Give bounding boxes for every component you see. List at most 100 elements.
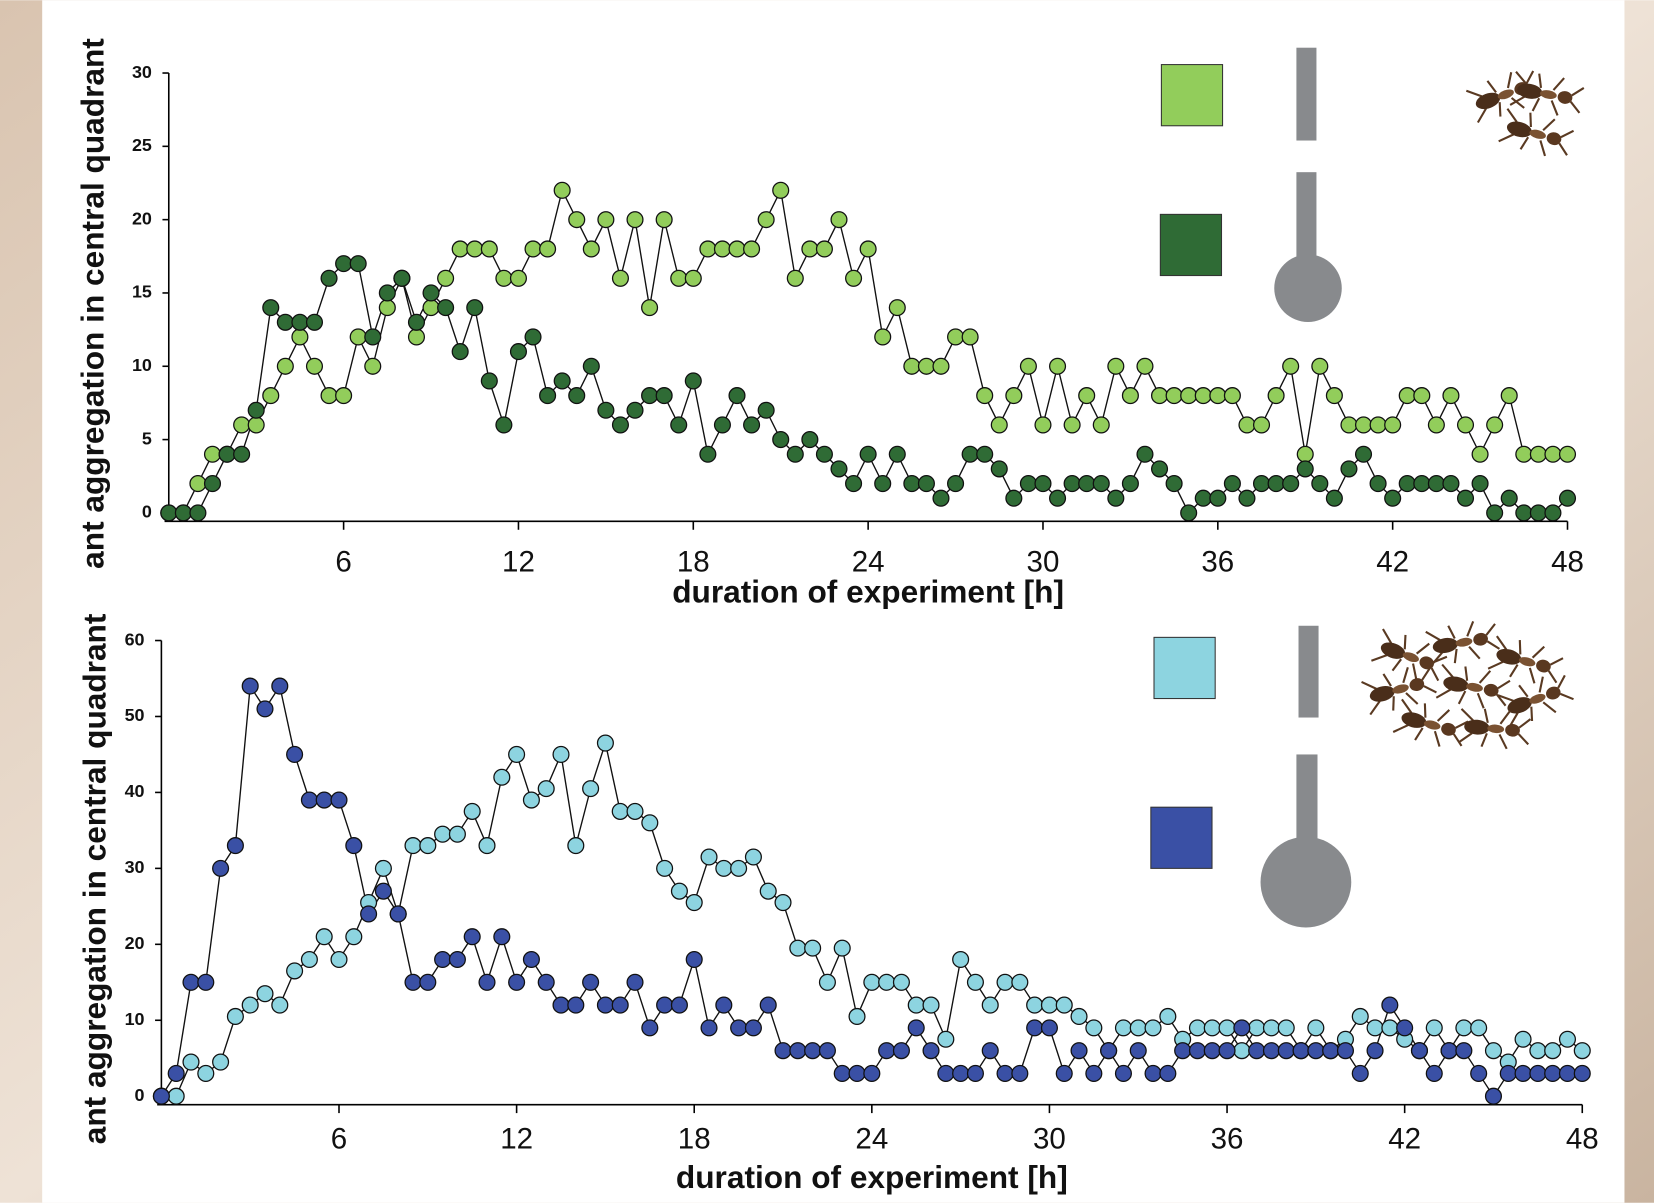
data-point — [922, 1042, 940, 1060]
data-point — [1470, 1019, 1488, 1037]
data-point — [212, 859, 230, 877]
data-point — [493, 928, 511, 946]
data-point — [537, 780, 555, 798]
data-point — [1107, 489, 1125, 507]
data-point — [1144, 1064, 1162, 1082]
data-point — [567, 996, 585, 1014]
data-point — [801, 431, 819, 449]
data-point — [611, 416, 629, 434]
data-point — [360, 905, 378, 923]
data-point — [182, 1053, 200, 1071]
data-point — [1471, 445, 1489, 463]
data-point — [1484, 1042, 1503, 1060]
data-point — [1410, 1042, 1429, 1060]
y-tick-label: 40 — [125, 781, 145, 801]
data-point — [448, 950, 466, 969]
panel — [42, 0, 1625, 1203]
data-point — [203, 475, 222, 493]
data-point — [981, 996, 999, 1014]
data-point — [1425, 1064, 1443, 1082]
data-point — [552, 996, 570, 1014]
y-tick-label: 15 — [132, 282, 152, 302]
legend-swatch — [1160, 64, 1224, 127]
data-point — [833, 1064, 851, 1082]
x-tick-label: 36 — [1211, 1122, 1244, 1155]
data-point — [466, 299, 484, 317]
data-point — [655, 211, 673, 229]
data-point — [966, 1064, 984, 1082]
data-point — [596, 996, 614, 1014]
data-point — [932, 357, 950, 375]
data-point — [1398, 475, 1416, 493]
data-point — [1529, 504, 1547, 522]
data-point — [626, 401, 644, 419]
data-point — [1078, 387, 1096, 405]
data-point — [1070, 1007, 1088, 1026]
data-point — [160, 504, 178, 522]
data-point — [271, 677, 289, 695]
data-point — [1456, 416, 1475, 434]
data-point — [917, 357, 935, 375]
data-point — [189, 504, 207, 522]
data-point — [1484, 1087, 1503, 1105]
data-point — [247, 416, 265, 434]
data-point — [393, 269, 411, 287]
data-point — [1188, 1019, 1206, 1037]
data-point — [874, 328, 892, 346]
data-point — [286, 745, 304, 763]
data-point — [878, 973, 896, 991]
x-tick-label: 18 — [678, 1122, 711, 1155]
data-point — [1092, 416, 1110, 434]
y-tick-label: 30 — [125, 857, 145, 877]
data-point — [1248, 1019, 1266, 1037]
data-point — [743, 240, 761, 258]
data-point — [1144, 1019, 1162, 1037]
data-point — [655, 387, 673, 405]
data-point — [478, 973, 496, 991]
x-tick-label: 30 — [1027, 545, 1060, 578]
data-point — [522, 950, 540, 969]
data-point — [1486, 416, 1504, 434]
data-point — [892, 973, 910, 991]
data-point — [597, 211, 615, 229]
data-point — [1336, 1042, 1355, 1060]
data-point — [1325, 387, 1343, 405]
data-point — [422, 284, 440, 302]
data-point — [1529, 445, 1547, 463]
data-point — [1514, 1030, 1532, 1048]
data-point — [553, 372, 571, 390]
data-point — [1209, 489, 1227, 507]
data-point — [1366, 1019, 1384, 1037]
data-point — [1136, 357, 1154, 375]
data-point — [1262, 1042, 1280, 1060]
data-point — [1005, 489, 1023, 507]
data-point — [1544, 1042, 1562, 1060]
data-point — [451, 343, 469, 361]
data-point — [892, 1042, 910, 1060]
data-point — [728, 240, 746, 258]
y-tick-label: 25 — [132, 135, 152, 155]
data-point — [404, 837, 422, 855]
data-point — [597, 401, 615, 419]
data-point — [1351, 1007, 1369, 1026]
data-point — [961, 328, 979, 346]
data-point — [1026, 1019, 1044, 1037]
data-point — [818, 1042, 836, 1060]
data-point — [315, 928, 333, 946]
data-point — [448, 825, 466, 843]
data-point — [1558, 1064, 1577, 1082]
data-point — [463, 928, 481, 946]
data-point — [641, 814, 659, 832]
data-point — [1218, 1042, 1236, 1060]
data-point — [1381, 996, 1399, 1014]
data-point — [300, 791, 318, 809]
data-point — [374, 859, 392, 877]
data-point — [684, 269, 702, 287]
data-point — [1049, 357, 1067, 375]
x-tick-label: 12 — [502, 545, 535, 578]
data-point — [256, 700, 274, 718]
data-point — [713, 240, 731, 258]
data-point — [1019, 475, 1037, 493]
data-point — [152, 1087, 170, 1105]
data-point — [1413, 475, 1431, 493]
